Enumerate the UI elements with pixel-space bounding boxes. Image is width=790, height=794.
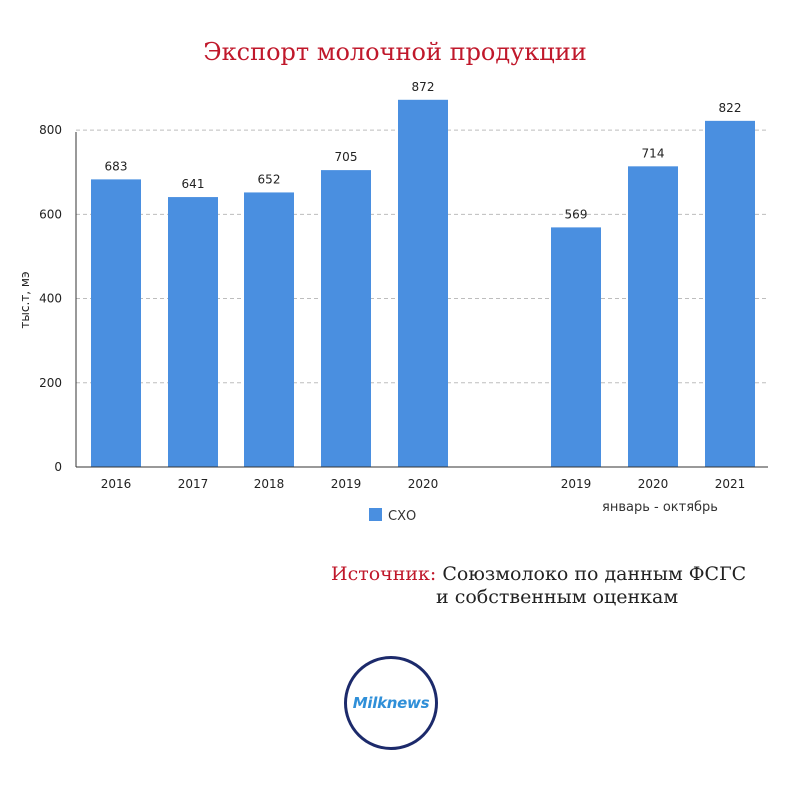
bar-value-label: 872 <box>412 80 435 94</box>
x-tick-label: 2020 <box>408 477 439 491</box>
bar-value-labels: 683 641 652 705 872 569 714 822 <box>105 80 742 222</box>
y-tick-label: 400 <box>39 292 62 306</box>
x-tick-label: 2019 <box>331 477 362 491</box>
bar-value-label: 641 <box>182 177 205 191</box>
y-tick-label: 200 <box>39 376 62 390</box>
bar-value-label: 822 <box>719 101 742 115</box>
logo-text: Milknews <box>352 694 430 712</box>
source-note: Источник: Союзмолоко по данным ФСГС и со… <box>331 563 746 609</box>
source-line-1: Союзмолоко по данным ФСГС <box>442 563 747 585</box>
x-tick-label: 2018 <box>254 477 285 491</box>
bar-2019 <box>321 170 371 467</box>
bar-2018 <box>244 192 294 468</box>
group-label: январь - октябрь <box>602 500 718 515</box>
x-tick-label: 2021 <box>715 477 746 491</box>
y-axis-ticks: 0 200 400 600 800 <box>39 123 62 474</box>
x-tick-label: 2016 <box>101 477 132 491</box>
bar-value-label: 683 <box>105 159 128 173</box>
y-tick-label: 800 <box>39 123 62 137</box>
source-line-2: и собственным оценкам <box>436 586 679 608</box>
bar-value-label: 705 <box>335 150 358 164</box>
chart-title: Экспорт молочной продукции <box>203 38 587 66</box>
x-axis-ticks: 2016 2017 2018 2019 2020 2019 2020 2021 <box>101 477 746 491</box>
milknews-logo: Milknews <box>344 656 438 750</box>
y-axis-label: тыс.т, мэ <box>18 271 32 328</box>
x-tick-label: 2019 <box>561 477 592 491</box>
legend-swatch <box>369 508 382 521</box>
source-label: Источник: <box>331 563 437 585</box>
legend-label: СХО <box>388 509 416 524</box>
x-tick-label: 2020 <box>638 477 669 491</box>
x-tick-label: 2017 <box>178 477 209 491</box>
bar-value-label: 569 <box>565 207 588 221</box>
bar-2020-jan-oct <box>628 166 678 467</box>
y-tick-label: 600 <box>39 207 62 221</box>
bar-2019-jan-oct <box>551 227 601 467</box>
bar-value-label: 714 <box>642 146 665 160</box>
bar-2017 <box>168 197 218 467</box>
bars <box>91 99 755 468</box>
y-tick-label: 0 <box>54 460 62 474</box>
bar-chart: 0 200 400 600 800 683 641 652 705 872 569 714 822 2… <box>18 80 768 524</box>
bar-value-label: 652 <box>258 172 281 186</box>
bar-2016 <box>91 179 141 467</box>
bar-2021-jan-oct <box>705 120 755 467</box>
bar-2020 <box>398 99 448 468</box>
